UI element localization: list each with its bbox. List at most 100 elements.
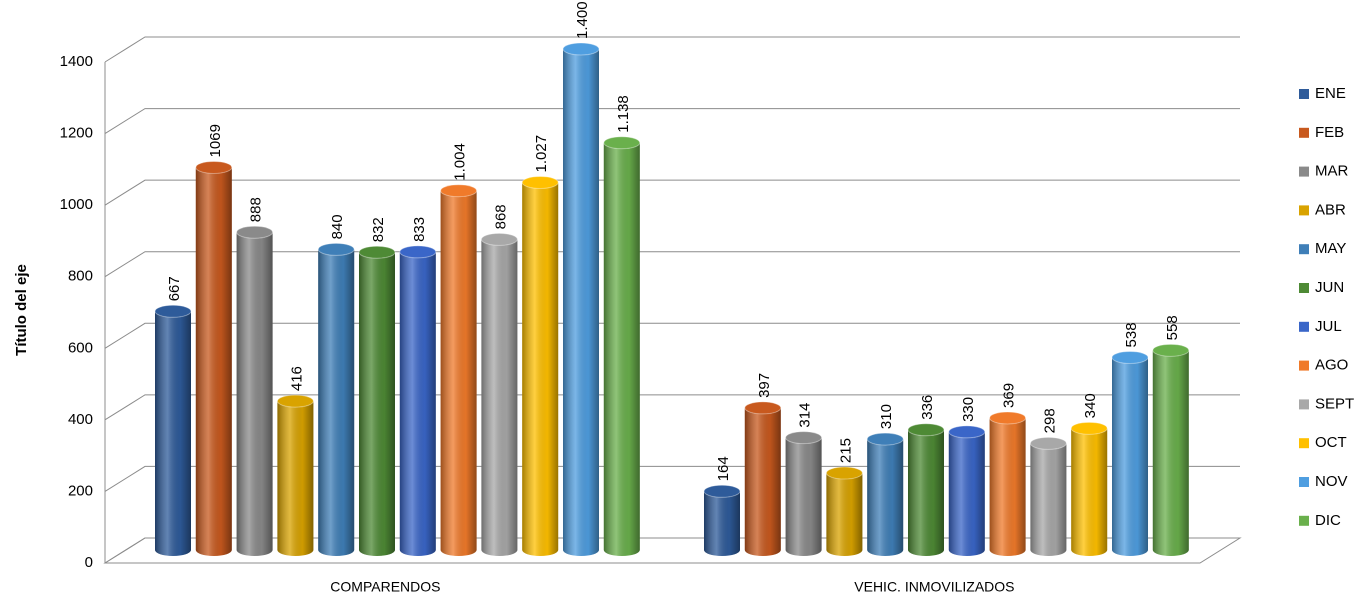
value-label: 215 [837, 438, 854, 463]
y-tick-label: 0 [85, 554, 93, 571]
bar-top [907, 423, 945, 437]
grid-line [104, 36, 1240, 63]
bar-top [1152, 343, 1190, 357]
grid-line [104, 108, 1240, 134]
bar-shade [399, 251, 436, 556]
bar-top [276, 394, 314, 408]
bar-top [1111, 350, 1149, 364]
bar-top [195, 160, 233, 174]
bar-top [989, 411, 1027, 425]
legend-label: AGO [1315, 357, 1348, 374]
value-label: 336 [919, 395, 936, 420]
bar-top [154, 304, 192, 318]
value-label: 558 [1164, 315, 1181, 340]
bar-shade [277, 401, 314, 556]
y-tick-label: 800 [68, 268, 93, 285]
bar-shade [359, 252, 395, 556]
value-label: 330 [960, 397, 977, 422]
bar-shade [236, 232, 273, 557]
legend-swatch [1299, 477, 1309, 487]
bar-shade [785, 437, 822, 556]
bar-shade [1030, 443, 1067, 556]
value-label: 833 [411, 217, 428, 242]
legend-label: MAY [1315, 240, 1346, 257]
value-label: 310 [878, 404, 895, 429]
bar-top [825, 466, 863, 480]
legend-label: NOV [1315, 473, 1348, 490]
bar-shade [704, 491, 740, 556]
bar-shade [440, 190, 477, 556]
legend-swatch [1299, 244, 1309, 255]
legend-label: FEB [1315, 124, 1344, 141]
bar-top [562, 42, 600, 56]
y-tick-label: 1400 [60, 53, 93, 70]
grid-line [104, 179, 1240, 206]
y-axis-title: Título del eje [13, 264, 30, 356]
bar-shade [908, 429, 944, 556]
legend-swatch [1299, 399, 1309, 410]
legend-swatch [1299, 515, 1309, 526]
bar-shade [563, 49, 599, 556]
bar-top [744, 401, 782, 415]
bar-top [948, 425, 986, 439]
legend-label: ABR [1315, 201, 1346, 218]
bar-top [317, 242, 355, 256]
value-label: 298 [1041, 408, 1058, 433]
bar-top [521, 175, 559, 189]
legend-swatch [1299, 127, 1309, 138]
legend-label: DIC [1315, 512, 1341, 529]
floor [103, 537, 1242, 564]
bar-top [1070, 421, 1108, 435]
value-label: 667 [166, 276, 183, 301]
grid-line [104, 251, 1240, 278]
value-label: 164 [715, 456, 732, 481]
bar-shade [1112, 357, 1148, 556]
bar-shade [1071, 428, 1108, 556]
value-label: 868 [492, 204, 509, 229]
legend-swatch [1299, 438, 1309, 449]
bar-top [440, 184, 478, 198]
legend-label: SEPT [1315, 395, 1354, 412]
bar-shade [522, 182, 559, 556]
value-label: 416 [288, 366, 305, 391]
bar-top [1029, 436, 1067, 450]
value-label: 1.138 [615, 95, 632, 133]
bar-top [866, 432, 904, 446]
value-label: 538 [1123, 322, 1140, 347]
legend-label: ENE [1315, 85, 1346, 102]
y-tick-label: 1000 [60, 196, 93, 213]
value-label: 840 [329, 214, 346, 239]
bar-shade [989, 417, 1026, 556]
value-label: 888 [248, 197, 265, 222]
grid-line [104, 322, 1240, 349]
value-label: 397 [756, 373, 773, 398]
bar-top [399, 245, 437, 259]
x-tick-label: COMPARENDOS [330, 579, 440, 595]
value-label: 1.400 [574, 1, 591, 39]
bar-top [703, 484, 741, 498]
bar-shade [318, 249, 355, 556]
bar-top [785, 431, 823, 445]
bar-top [358, 245, 396, 259]
grid-line [104, 465, 1240, 492]
bar-shade [1152, 350, 1189, 556]
legend-swatch [1299, 321, 1309, 332]
y-tick-label: 400 [68, 411, 93, 428]
grid-line [104, 537, 1240, 564]
value-label: 1.027 [533, 135, 550, 173]
bar-shade [948, 431, 985, 556]
y-tick-label: 1200 [60, 125, 93, 142]
bar-top [236, 225, 274, 239]
value-label: 340 [1082, 393, 1099, 418]
legend-label: MAR [1315, 163, 1349, 180]
value-label: 832 [370, 217, 387, 242]
legend-swatch [1299, 360, 1309, 371]
value-label: 1069 [207, 124, 224, 157]
legend-swatch [1299, 283, 1309, 293]
bar-shade [603, 142, 640, 556]
x-tick-label: VEHIC. INMOVILIZADOS [854, 579, 1014, 595]
value-label: 369 [1001, 383, 1018, 408]
bar-shade [195, 167, 232, 556]
bar-shade [826, 473, 863, 556]
value-label: 1.004 [452, 143, 469, 181]
